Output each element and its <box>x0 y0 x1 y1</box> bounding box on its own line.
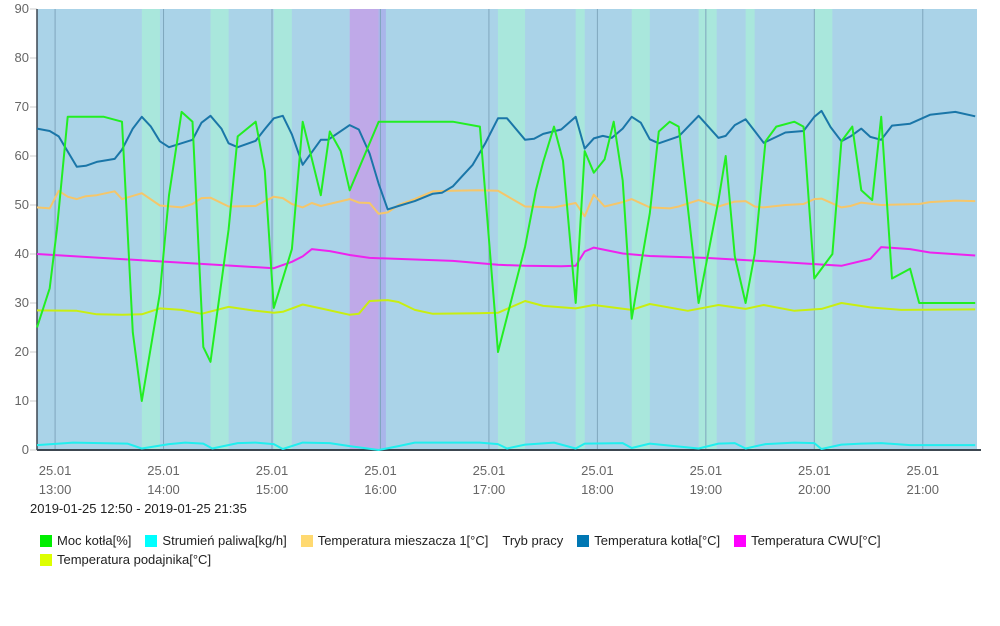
y-tick-label: 30 <box>15 295 29 310</box>
x-tick-date: 25.01 <box>473 463 506 478</box>
legend-label: Tryb pracy <box>502 533 564 548</box>
x-tick-time: 20:00 <box>798 482 831 497</box>
y-tick-label: 60 <box>15 148 29 163</box>
series-1 <box>36 441 976 451</box>
legend-swatch <box>145 534 158 547</box>
x-tick-time: 16:00 <box>364 482 397 497</box>
series-line <box>36 441 976 451</box>
y-tick-label: 0 <box>22 442 29 457</box>
legend-label: Strumień paliwa[kg/h] <box>162 533 287 548</box>
legend-item-mode[interactable]: Tryb pracy <box>502 533 563 548</box>
legend-label: Temperatura kotła[°C] <box>594 533 721 548</box>
mode-band <box>497 9 526 450</box>
x-tick-date: 25.01 <box>256 463 289 478</box>
x-tick-time: 15:00 <box>256 482 289 497</box>
y-tick-label: 50 <box>15 197 29 212</box>
x-tick-date: 25.01 <box>798 463 831 478</box>
x-tick-date: 25.01 <box>906 463 939 478</box>
mode-band <box>378 9 386 450</box>
legend-item[interactable]: Temperatura podajnika[°C] <box>40 552 211 567</box>
y-tick-label: 80 <box>15 50 29 65</box>
series-2 <box>36 189 976 218</box>
y-tick-label: 40 <box>15 246 29 261</box>
legend-label: Moc kotła[%] <box>57 533 132 548</box>
date-range-label: 2019-01-25 12:50 - 2019-01-25 21:35 <box>30 501 247 516</box>
y-tick-label: 20 <box>15 344 29 359</box>
x-tick-date: 25.01 <box>364 463 397 478</box>
mode-band <box>210 9 229 450</box>
legend-item[interactable]: Temperatura mieszacza 1[°C] <box>300 533 489 548</box>
legend-swatch <box>300 534 313 547</box>
series-line <box>36 189 976 218</box>
legend-label: Temperatura mieszacza 1[°C] <box>317 533 489 548</box>
x-tick-time: 14:00 <box>147 482 180 497</box>
legend-swatch <box>734 534 747 547</box>
mode-band <box>349 9 379 450</box>
series-line <box>36 246 976 270</box>
legend-item[interactable]: Temperatura CWU[°C] <box>734 533 881 548</box>
mode-band <box>273 9 292 450</box>
legend-swatch <box>40 553 52 566</box>
series-line <box>36 299 976 316</box>
mode-band <box>698 9 717 450</box>
x-tick-date: 25.01 <box>581 463 614 478</box>
series-5 <box>36 299 976 316</box>
series-line <box>36 110 976 402</box>
legend-item[interactable]: Strumień paliwa[kg/h] <box>145 533 287 548</box>
y-tick-label: 90 <box>15 1 29 16</box>
series-4 <box>36 246 976 270</box>
legend: Moc kotła[%] Strumień paliwa[kg/h] Tempera… <box>40 533 980 567</box>
legend-label: Temperatura CWU[°C] <box>751 533 881 548</box>
legend-swatch <box>577 534 590 547</box>
x-tick-date: 25.01 <box>39 463 72 478</box>
mode-band <box>814 9 833 450</box>
x-tick-date: 25.01 <box>147 463 180 478</box>
legend-label: Temperatura podajnika[°C] <box>57 552 212 567</box>
mode-band <box>141 9 160 450</box>
legend-item[interactable]: Temperatura kotła[°C] <box>577 533 720 548</box>
x-tick-time: 17:00 <box>473 482 506 497</box>
y-tick-label: 70 <box>15 99 29 114</box>
x-tick-time: 18:00 <box>581 482 614 497</box>
x-tick-time: 21:00 <box>906 482 939 497</box>
x-tick-date: 25.01 <box>690 463 723 478</box>
x-tick-time: 13:00 <box>39 482 72 497</box>
mode-band <box>745 9 755 450</box>
series-0 <box>36 110 976 402</box>
y-tick-label: 10 <box>15 393 29 408</box>
legend-item[interactable]: Moc kotła[%] <box>40 533 131 548</box>
legend-swatch <box>40 534 52 547</box>
x-tick-time: 19:00 <box>690 482 723 497</box>
